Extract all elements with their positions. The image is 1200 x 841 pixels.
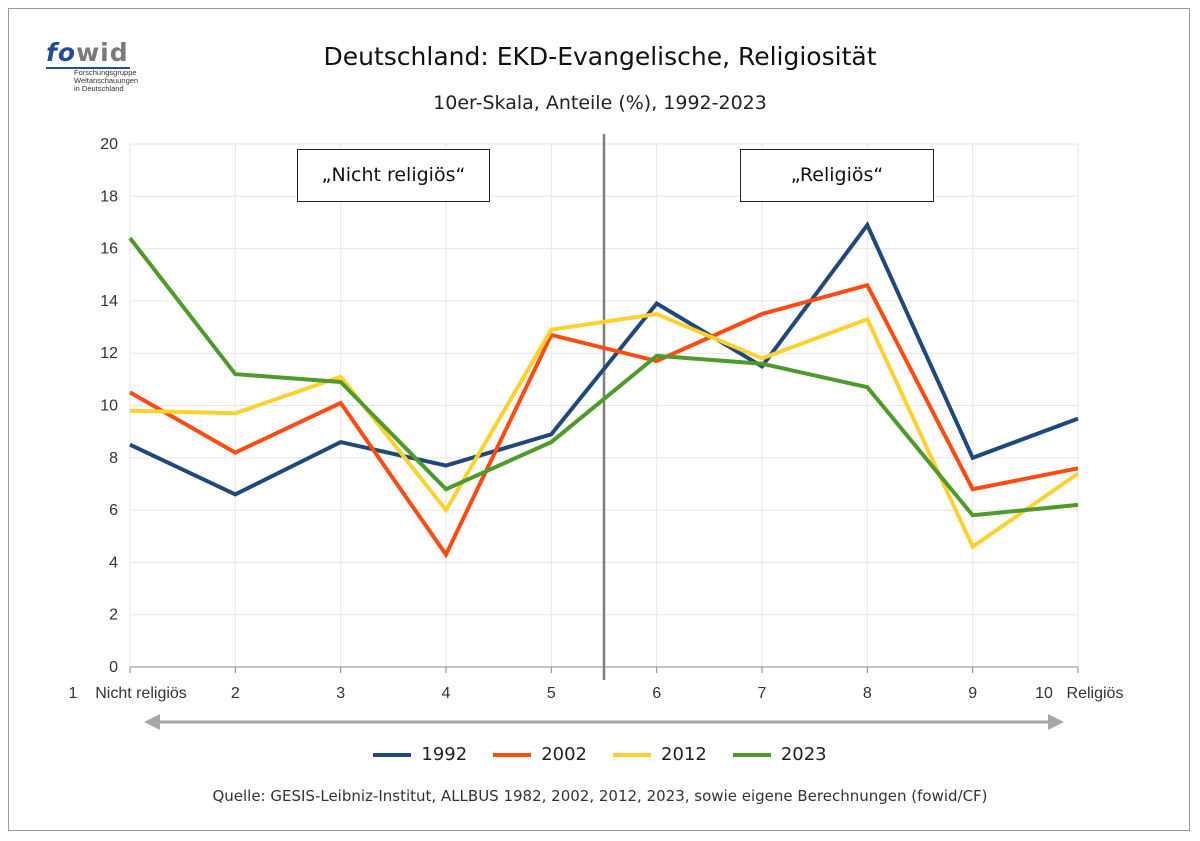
scale-arrow-head-left bbox=[144, 714, 160, 730]
x-tick-label-7: 7 bbox=[758, 685, 767, 702]
scale-arrow-head-right bbox=[1048, 714, 1064, 730]
y-tick-label-2: 2 bbox=[109, 607, 118, 624]
x-tick-label-1-text: Nicht religiös bbox=[95, 685, 187, 702]
x-tick-label-10-number: 10 bbox=[1035, 685, 1053, 702]
annotation-religious: „Religiös“ bbox=[740, 149, 934, 202]
y-tick-label-4: 4 bbox=[109, 554, 118, 571]
logo-line-2: Weltanschauungen bbox=[74, 76, 139, 85]
logo-bar bbox=[46, 67, 130, 69]
y-tick-label-16: 16 bbox=[100, 241, 118, 258]
x-tick-label-3: 3 bbox=[336, 685, 345, 702]
series-line-2023 bbox=[128, 236, 1079, 518]
logo-line-3: in Deutschland bbox=[74, 84, 124, 93]
x-tick-label-1-number: 1 bbox=[69, 685, 78, 702]
y-tick-label-0: 0 bbox=[109, 659, 118, 676]
source-note: Quelle: GESIS-Leibniz-Institut, ALLBUS 1… bbox=[212, 787, 988, 805]
y-tick-label-12: 12 bbox=[100, 345, 118, 362]
series-line-2002 bbox=[129, 282, 1079, 559]
y-tick-label-8: 8 bbox=[109, 450, 118, 467]
x-tick-label-10-text: Religiös bbox=[1067, 685, 1124, 702]
x-axis-ticks: 1 Nicht religiös 2 3 4 5 6 7 8 9 10 Religiös bbox=[69, 685, 1124, 702]
legend-swatch-2023 bbox=[732, 752, 771, 757]
legend-label-2012: 2012 bbox=[661, 744, 707, 765]
legend: 1992 2002 2012 2023 bbox=[0, 744, 1200, 765]
logo-line-1: Forschungsgruppe bbox=[74, 68, 137, 77]
logo-prefix: fo bbox=[46, 38, 77, 67]
y-tick-label-20: 20 bbox=[100, 136, 118, 153]
y-tick-label-14: 14 bbox=[100, 293, 118, 310]
legend-swatch-2012 bbox=[613, 752, 651, 757]
legend-label-1992: 1992 bbox=[421, 744, 468, 765]
chart-subtitle: 10er-Skala, Anteile (%), 1992-2023 bbox=[433, 92, 767, 114]
legend-swatch-1992 bbox=[373, 752, 412, 757]
series-line-1992 bbox=[129, 221, 1079, 497]
scale-arrow bbox=[144, 714, 1064, 730]
x-tick-label-8: 8 bbox=[863, 685, 872, 702]
logo-suffix: wid bbox=[76, 38, 129, 67]
y-tick-label-10: 10 bbox=[100, 398, 118, 415]
legend-item-2012: 2012 bbox=[613, 744, 707, 765]
x-tick-label-4: 4 bbox=[442, 685, 451, 702]
fowid-logo: fowid Forschungsgruppe Weltanschauungen … bbox=[46, 40, 156, 93]
chart-title: Deutschland: EKD-Evangelische, Religiosi… bbox=[323, 42, 877, 71]
y-tick-label-6: 6 bbox=[109, 502, 118, 519]
logo-wordmark: fowid bbox=[46, 40, 156, 66]
y-axis-ticks: 0 2 4 6 8 10 12 14 16 18 20 bbox=[100, 136, 118, 676]
series-lines bbox=[128, 221, 1080, 559]
legend-swatch-2002 bbox=[493, 752, 532, 757]
series-line-2012 bbox=[129, 311, 1080, 550]
chart-frame bbox=[8, 8, 1190, 831]
x-tick-label-5: 5 bbox=[547, 685, 556, 702]
x-tick-label-9: 9 bbox=[968, 685, 977, 702]
y-tick-label-18: 18 bbox=[100, 188, 118, 205]
legend-item-2023: 2023 bbox=[732, 744, 827, 765]
annotation-not-religious: „Nicht religiös“ bbox=[297, 149, 490, 202]
x-tick-label-2: 2 bbox=[231, 685, 240, 702]
legend-item-2002: 2002 bbox=[493, 744, 587, 765]
legend-label-2002: 2002 bbox=[541, 744, 587, 765]
legend-label-2023: 2023 bbox=[780, 744, 827, 765]
legend-item-1992: 1992 bbox=[373, 744, 467, 765]
x-tick-label-6: 6 bbox=[652, 685, 661, 702]
